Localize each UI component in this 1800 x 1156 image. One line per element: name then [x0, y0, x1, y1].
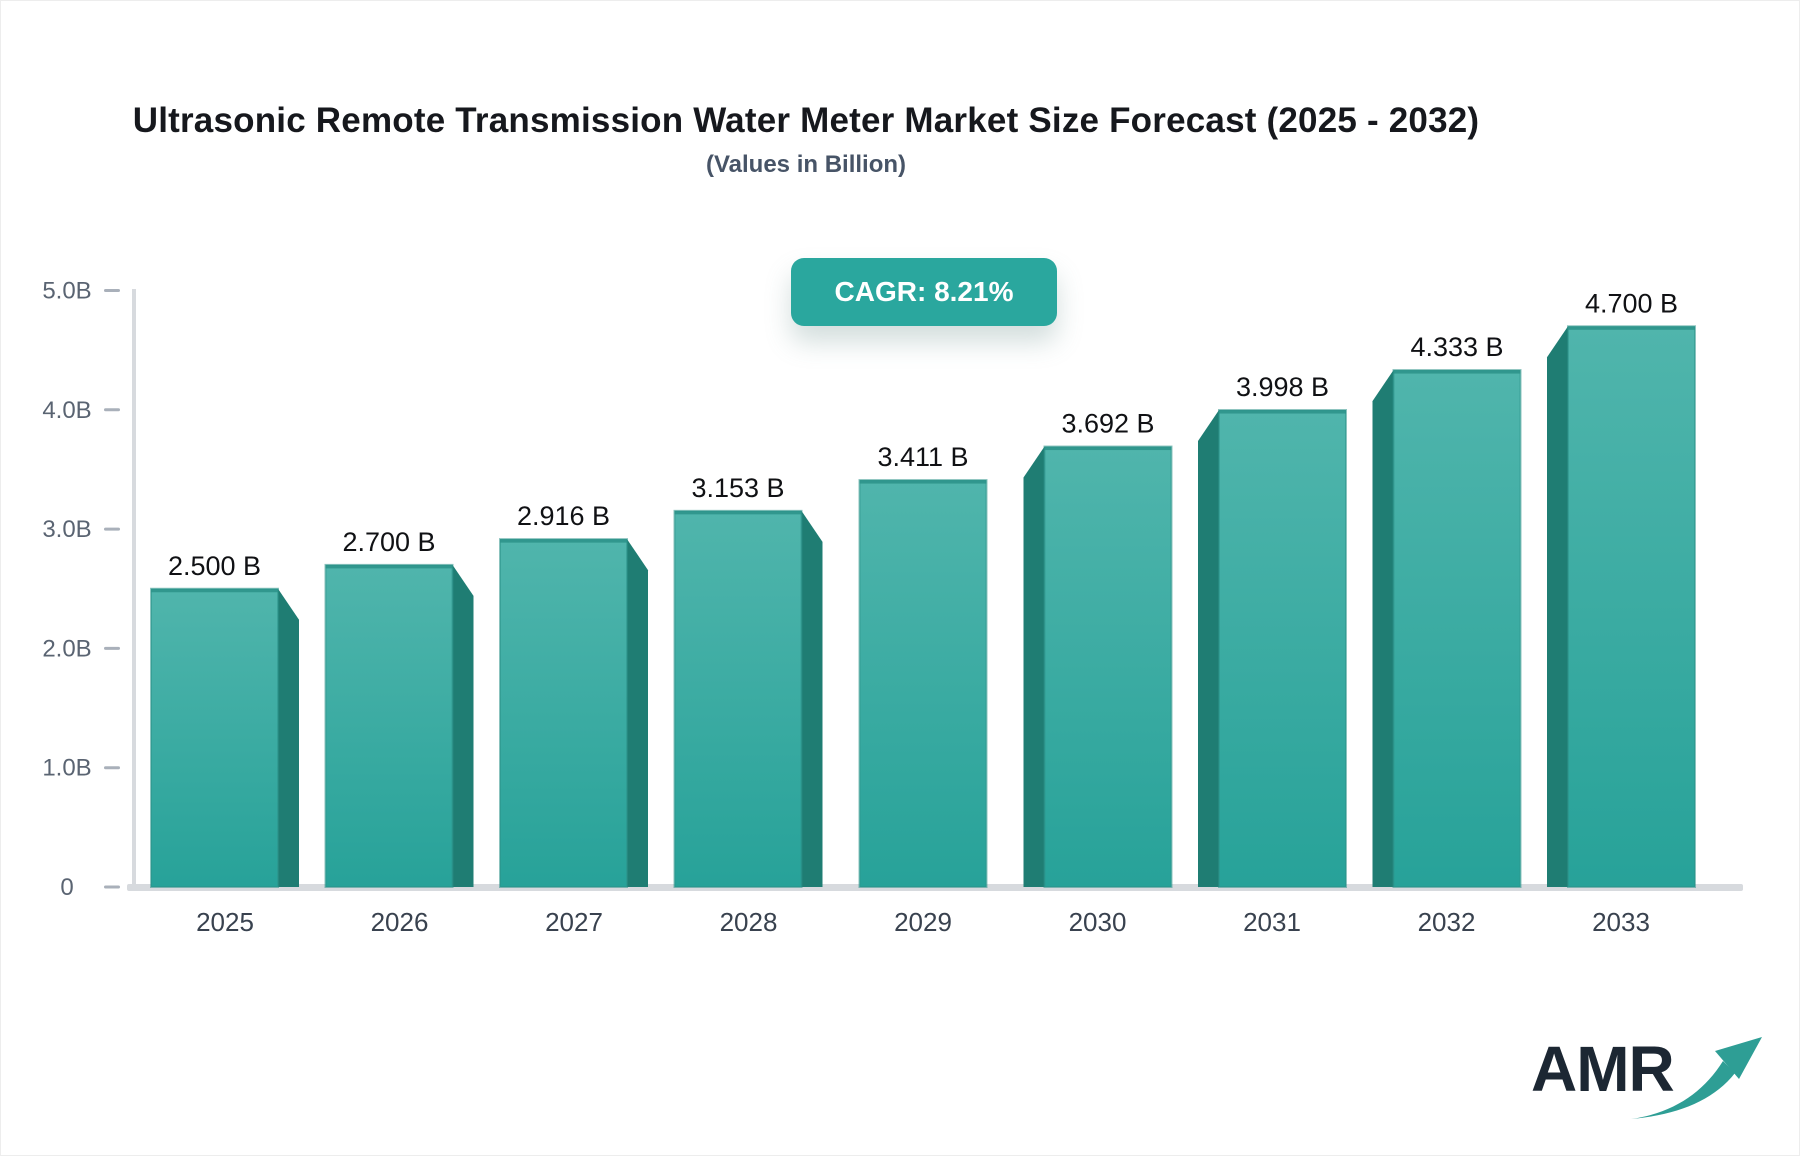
y-axis-tick	[104, 527, 120, 531]
y-axis-tick-label: 0	[60, 874, 73, 901]
x-axis-label: 2032	[1418, 907, 1476, 937]
bar-top-edge	[1219, 410, 1346, 414]
bar-value-label: 4.333 B	[1410, 332, 1503, 362]
x-axis-label: 2025	[196, 907, 254, 937]
bar-face	[499, 538, 628, 889]
y-axis-tick-label: 1.0B	[42, 755, 91, 782]
bar-face	[1218, 409, 1347, 888]
bar-face	[858, 479, 988, 888]
amr-logo: AMR	[1531, 1029, 1766, 1129]
x-axis-label: 2033	[1592, 907, 1650, 937]
bar-2031	[1198, 409, 1347, 888]
bar-top-edge	[151, 588, 278, 593]
cagr-badge-label: CAGR: 8.21%	[834, 276, 1014, 307]
bar-2026	[324, 563, 474, 888]
bar-top-edge	[500, 539, 627, 543]
x-axis-label: 2029	[894, 907, 952, 937]
x-axis-label: 2031	[1243, 907, 1301, 937]
bar-top-edge	[1568, 326, 1695, 330]
bar-2032	[1372, 369, 1522, 888]
trend-up-arrow-icon	[1631, 1037, 1762, 1119]
bar-2029	[858, 479, 988, 888]
bar-2028	[673, 509, 823, 888]
bar-side-panel	[627, 539, 648, 887]
bar-face	[1567, 325, 1696, 889]
bar-value-label: 3.153 B	[691, 473, 784, 503]
bar-side-panel	[452, 564, 474, 887]
y-axis-tick	[104, 646, 120, 650]
bar-value-label: 3.692 B	[1061, 409, 1154, 439]
bar-face	[1043, 445, 1173, 888]
x-axis-label: 2027	[545, 907, 603, 937]
bar-2027	[499, 538, 648, 889]
chart-subtitle: (Values in Billion)	[705, 151, 907, 178]
y-axis-line	[132, 289, 136, 891]
bar-2025	[150, 587, 299, 888]
y-axis-tick	[104, 766, 120, 770]
y-axis-tick	[104, 289, 120, 292]
bar-face	[150, 587, 279, 888]
y-axis-tick-label: 3.0B	[42, 516, 91, 543]
y-axis-tick	[104, 885, 120, 889]
x-axis-label: 2030	[1069, 907, 1127, 937]
cagr-badge: CAGR: 8.21%	[791, 258, 1057, 326]
bar-side-panel	[1547, 326, 1568, 887]
bar-top-edge	[1393, 370, 1521, 374]
bar-side-panel	[278, 588, 299, 887]
y-axis-tick-label: 4.0B	[42, 397, 91, 424]
bar-face	[1392, 369, 1522, 888]
bar-face	[673, 509, 803, 888]
bar-top-edge	[325, 564, 453, 569]
bar-value-label: 2.700 B	[342, 527, 435, 557]
y-axis-tick-label: 2.0B	[42, 635, 91, 662]
bar-top-edge	[1044, 446, 1172, 451]
bar-value-label: 2.916 B	[517, 501, 610, 531]
amr-logo-text: AMR	[1531, 1033, 1675, 1105]
bar-side-panel	[801, 510, 823, 887]
chart-title: Ultrasonic Remote Transmission Water Met…	[132, 101, 1480, 140]
bar-value-label: 3.998 B	[1236, 372, 1329, 402]
x-axis-label: 2028	[720, 907, 778, 937]
bar-value-label: 4.700 B	[1585, 288, 1678, 318]
bar-face	[324, 563, 454, 888]
bar-2033	[1547, 325, 1696, 889]
bar-side-panel	[1198, 410, 1219, 887]
y-axis-tick-label: 5.0B	[42, 278, 91, 305]
x-axis-label: 2026	[371, 907, 429, 937]
bar-2030	[1023, 445, 1173, 888]
bar-top-edge	[674, 510, 802, 515]
bar-top-edge	[859, 480, 987, 484]
bar-value-label: 2.500 B	[168, 551, 261, 581]
bar-value-label: 3.411 B	[877, 442, 968, 472]
bar-side-panel	[1372, 370, 1394, 887]
y-axis-tick	[104, 408, 120, 412]
bar-side-panel	[1023, 446, 1045, 887]
